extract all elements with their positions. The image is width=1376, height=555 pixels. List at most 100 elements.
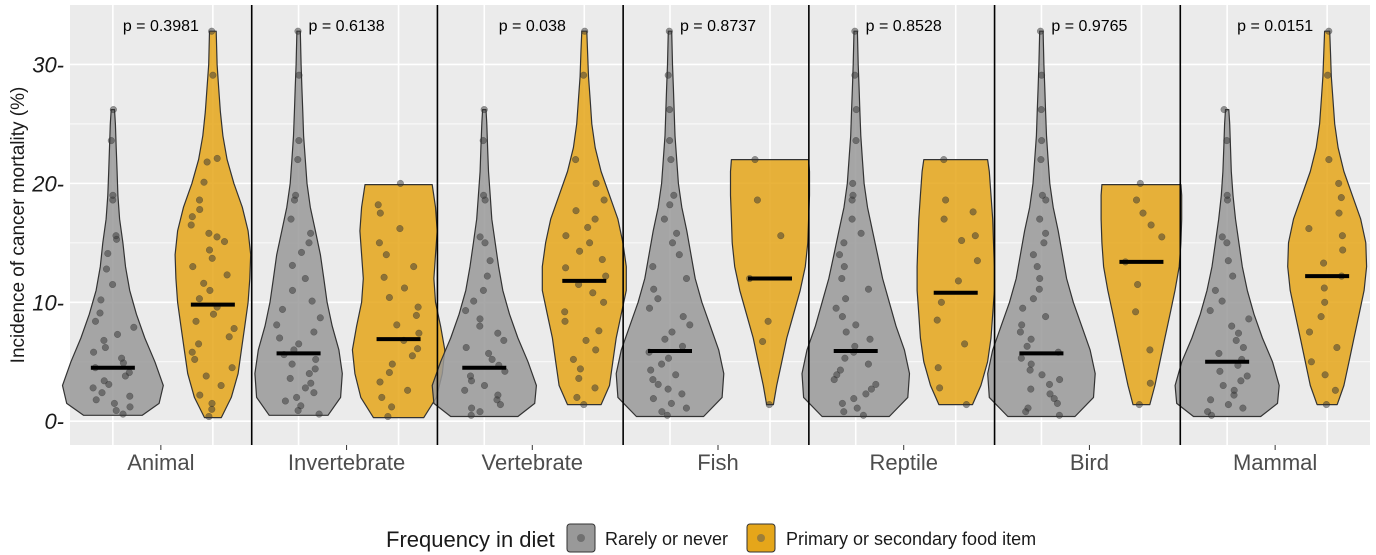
data-point (664, 354, 673, 362)
data-point (188, 213, 196, 221)
data-point (1230, 386, 1238, 394)
data-point (312, 355, 320, 363)
data-point (1036, 274, 1044, 283)
y-tick-label: 0- (44, 409, 64, 434)
data-point (582, 336, 590, 344)
data-point (1224, 401, 1232, 409)
data-point (849, 179, 857, 187)
data-point (852, 137, 860, 145)
data-point (311, 365, 319, 373)
data-point (109, 191, 117, 199)
data-point (1023, 342, 1031, 350)
data-point (1223, 191, 1231, 199)
data-point (1016, 328, 1024, 336)
data-point (380, 273, 388, 281)
data-point (476, 233, 484, 241)
data-point (852, 321, 860, 329)
data-point (414, 303, 422, 311)
legend-label-primary: Primary or secondary food item (786, 529, 1036, 549)
data-point (130, 323, 138, 331)
data-point (940, 156, 948, 164)
data-point (305, 239, 313, 247)
data-point (954, 277, 962, 285)
data-point (485, 349, 493, 357)
data-point (937, 298, 945, 306)
data-point (1055, 411, 1063, 419)
data-point (600, 298, 608, 306)
data-point (851, 27, 859, 35)
data-point (112, 406, 120, 415)
data-point (104, 249, 112, 258)
data-point (109, 106, 117, 114)
data-point (1305, 225, 1313, 233)
data-point (307, 229, 315, 237)
data-point (670, 191, 678, 199)
data-point (476, 322, 484, 330)
data-point (973, 257, 981, 265)
data-point (1215, 349, 1223, 357)
data-point (682, 404, 690, 412)
data-point (561, 308, 569, 316)
data-point (470, 297, 478, 305)
data-point (1229, 272, 1237, 280)
data-point (209, 71, 217, 79)
data-point (649, 376, 657, 384)
data-point (1056, 376, 1064, 384)
data-point (1040, 239, 1048, 247)
data-point (666, 201, 674, 209)
data-point (467, 411, 475, 419)
data-point (665, 27, 673, 35)
data-point (1228, 322, 1236, 330)
data-point (1147, 221, 1155, 229)
data-point (595, 327, 603, 335)
data-point (119, 410, 127, 418)
data-point (1237, 377, 1245, 385)
data-point (223, 271, 231, 279)
legend-title: Frequency in diet (386, 527, 555, 552)
x-tick-label: Vertebrate (482, 450, 584, 475)
data-point (295, 71, 303, 79)
data-point (500, 336, 508, 344)
data-point (1335, 209, 1343, 217)
data-point (297, 248, 306, 256)
data-point (832, 304, 840, 312)
data-point (187, 221, 195, 229)
data-point (195, 340, 203, 348)
legend: Frequency in diet Rarely or never Primar… (386, 523, 1036, 553)
data-point (228, 364, 236, 372)
data-point (586, 239, 594, 247)
data-point (1042, 229, 1050, 237)
data-point (672, 371, 680, 379)
violin-mammal-primary (1287, 30, 1368, 406)
data-point (864, 285, 873, 293)
data-point (294, 27, 302, 35)
data-point (1042, 313, 1050, 321)
data-point (1024, 404, 1032, 412)
data-point (1224, 257, 1232, 265)
data-point (1338, 232, 1346, 240)
violin-invertebrate-primary (351, 184, 446, 419)
data-point (1339, 246, 1347, 254)
data-point (686, 321, 694, 329)
data-point (315, 410, 323, 418)
data-point (126, 392, 134, 400)
data-point (288, 286, 297, 294)
data-point (1132, 196, 1141, 204)
data-point (273, 321, 281, 329)
data-point (393, 321, 401, 329)
data-point (307, 379, 315, 387)
data-point (1322, 401, 1330, 409)
p-value-label: p = 0.038 (499, 18, 566, 35)
data-point (853, 404, 861, 412)
data-point (205, 229, 213, 237)
data-point (1037, 156, 1045, 164)
legend-key-rarely-dot (577, 534, 585, 542)
data-point (852, 106, 860, 114)
data-point (480, 381, 489, 390)
data-point (840, 408, 848, 416)
data-point (1019, 304, 1027, 312)
x-tick-label: Mammal (1233, 450, 1317, 475)
data-point (408, 352, 416, 360)
data-point (374, 201, 382, 209)
